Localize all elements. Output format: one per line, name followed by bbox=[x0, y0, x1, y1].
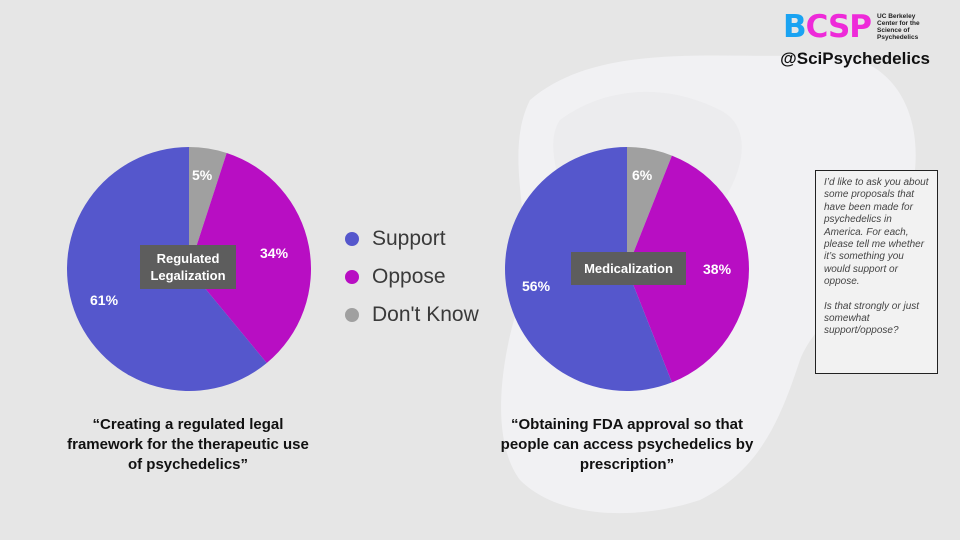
question-followup: Is that strongly or just somewhat suppor… bbox=[824, 300, 920, 337]
survey-question-box: I’d like to ask you about some proposals… bbox=[815, 170, 938, 374]
legend: Support Oppose Don't Know bbox=[345, 220, 479, 334]
logo-subtitle: UC Berkeley Center for the Science of Ps… bbox=[877, 13, 920, 41]
pie-slice-don-t-know bbox=[627, 147, 672, 269]
chart-title-regulated-legalization: Regulated Legalization bbox=[140, 245, 236, 289]
legend-swatch-oppose bbox=[345, 270, 359, 284]
slice-label-oppose: 38% bbox=[703, 261, 732, 277]
question-text: I’d like to ask you about some proposals… bbox=[824, 177, 929, 288]
slice-label-support: 56% bbox=[522, 278, 551, 294]
chart-title-medicalization: Medicalization bbox=[571, 252, 686, 285]
pie-slice-oppose bbox=[627, 155, 749, 383]
pie-slice-don-t-know bbox=[189, 147, 227, 269]
legend-item-support: Support bbox=[345, 220, 479, 258]
logo-mark: BCSP bbox=[783, 9, 872, 45]
legend-swatch-dont-know bbox=[345, 308, 359, 322]
slice-label-support: 61% bbox=[90, 292, 119, 308]
legend-label-dont-know: Don't Know bbox=[372, 303, 479, 326]
slice-label-dont-know: 6% bbox=[632, 167, 653, 183]
slice-label-dont-know: 5% bbox=[192, 167, 213, 183]
chart-title-line1: Regulated bbox=[156, 251, 220, 266]
caption-regulated-legalization: “Creating a regulated legal framework fo… bbox=[67, 416, 309, 473]
chart-title-line2: Legalization bbox=[150, 268, 226, 283]
caption-medicalization: “Obtaining FDA approval so that people c… bbox=[500, 416, 754, 473]
bcsp-logo: BCSP UC Berkeley Center for the Science … bbox=[783, 10, 933, 44]
legend-label-oppose: Oppose bbox=[372, 265, 446, 288]
legend-item-dont-know: Don't Know bbox=[345, 296, 479, 334]
slice-label-oppose: 34% bbox=[260, 245, 289, 261]
legend-swatch-support bbox=[345, 232, 359, 246]
pie-slice-oppose bbox=[189, 152, 311, 364]
legend-item-oppose: Oppose bbox=[345, 258, 479, 296]
legend-label-support: Support bbox=[372, 227, 446, 250]
social-handle: @SciPsychedelics bbox=[780, 49, 930, 68]
